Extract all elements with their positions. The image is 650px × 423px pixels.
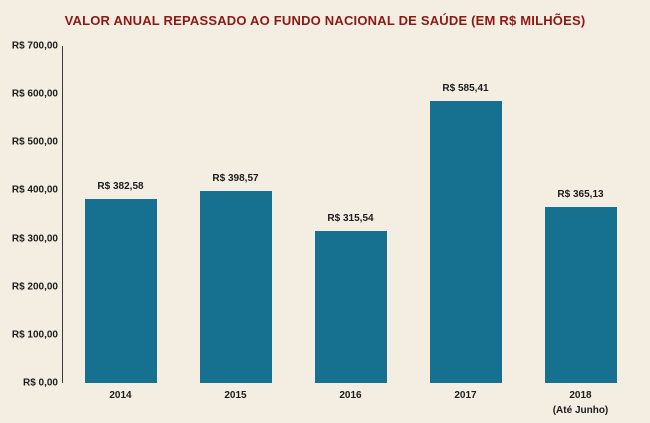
x-axis-label: 2016 (339, 390, 362, 401)
bar-value-label: R$ 315,54 (327, 213, 374, 224)
y-axis: R$ 700,00 R$ 600,00 R$ 500,00 R$ 400,00 R$ 3… (0, 41, 58, 389)
bar-2015 (199, 191, 272, 383)
x-axis-label: 2015 (224, 390, 247, 401)
plot-area: R$ 382,58 2014 R$ 398,57 2015 R$ 315,54 2016 R… (62, 46, 638, 416)
x-axis-label: 2017 (454, 390, 477, 401)
y-tick-label: R$ 700,00 (11, 40, 58, 52)
bar-group-2017: R$ 585,41 2017 (408, 46, 523, 401)
bar-value-label: R$ 585,41 (442, 83, 489, 94)
bar-2016 (314, 231, 387, 383)
bar-group-2018: R$ 365,13 2018 (Até Junho) (523, 46, 638, 416)
bar-2017 (429, 101, 502, 383)
bar-group-2015: R$ 398,57 2015 (178, 46, 293, 401)
y-tick-label: R$ 0,00 (22, 377, 58, 389)
y-tick-label: R$ 600,00 (11, 88, 58, 100)
x-axis-label: 2014 (109, 390, 132, 401)
x-axis-label: 2018 (Até Junho) (552, 390, 609, 416)
y-tick-label: R$ 100,00 (11, 329, 58, 341)
chart-title: VALOR ANUAL REPASSADO AO FUNDO NACIONAL … (64, 13, 586, 28)
bar-value-label: R$ 382,58 (97, 181, 144, 192)
bar-group-2014: R$ 382,58 2014 (63, 46, 178, 401)
bar-2014 (84, 199, 157, 383)
bar-group-2016: R$ 315,54 2016 (293, 46, 408, 401)
y-tick-label: R$ 400,00 (11, 184, 58, 196)
y-tick-label: R$ 300,00 (11, 233, 58, 245)
bar-2018 (544, 207, 617, 383)
y-tick-label: R$ 500,00 (11, 136, 58, 148)
bar-value-label: R$ 365,13 (557, 189, 604, 200)
y-tick-label: R$ 200,00 (11, 281, 58, 293)
bar-value-label: R$ 398,57 (212, 173, 259, 184)
